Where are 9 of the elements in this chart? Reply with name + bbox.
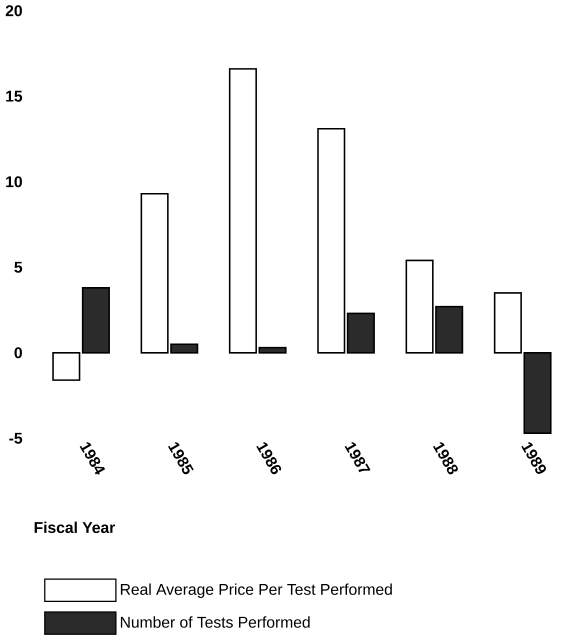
y-tick-label: 20 bbox=[6, 5, 22, 16]
y-tick-label: 5 bbox=[14, 262, 22, 273]
y-tick-label: 15 bbox=[6, 90, 22, 102]
x-axis-title: Fiscal Year bbox=[34, 522, 115, 534]
legend-label: Number of Tests Performed bbox=[120, 616, 310, 628]
y-tick-label: 0 bbox=[14, 347, 22, 358]
y-tick-label: -5 bbox=[9, 432, 22, 444]
legend-label: Real Average Price Per Test Performed bbox=[120, 583, 392, 598]
y-tick-label: 10 bbox=[6, 176, 22, 188]
